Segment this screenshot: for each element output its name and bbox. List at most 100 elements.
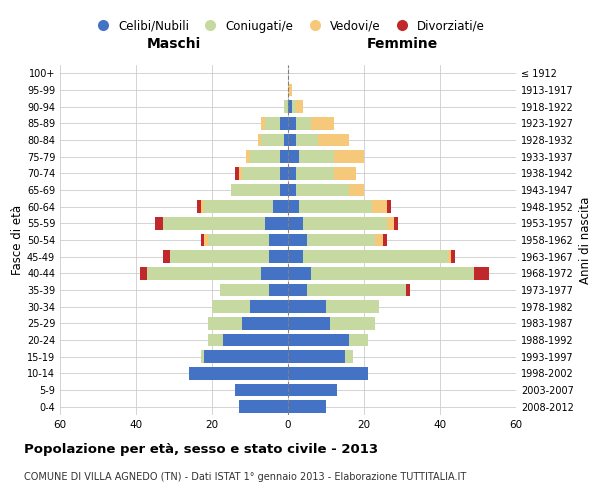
Bar bbox=[239, 167, 242, 179]
Bar bbox=[265, 117, 280, 130]
Bar bbox=[288, 184, 296, 196]
Bar bbox=[288, 317, 330, 330]
Bar bbox=[288, 367, 368, 380]
Bar bbox=[242, 167, 280, 179]
Bar bbox=[319, 134, 349, 146]
Bar bbox=[205, 200, 273, 213]
Bar bbox=[387, 217, 394, 230]
Bar bbox=[394, 217, 398, 230]
Bar bbox=[288, 100, 292, 113]
Bar bbox=[288, 284, 307, 296]
Bar bbox=[288, 200, 299, 213]
Bar bbox=[208, 234, 269, 246]
Bar bbox=[205, 234, 208, 246]
Bar bbox=[280, 167, 288, 179]
Text: Femmine: Femmine bbox=[367, 37, 437, 51]
Bar bbox=[140, 267, 148, 280]
Bar bbox=[451, 250, 455, 263]
Bar bbox=[265, 217, 288, 230]
Bar bbox=[269, 234, 288, 246]
Bar bbox=[311, 267, 474, 280]
Bar bbox=[299, 150, 334, 163]
Bar bbox=[288, 384, 337, 396]
Text: Maschi: Maschi bbox=[147, 37, 201, 51]
Bar bbox=[197, 200, 200, 213]
Bar bbox=[474, 267, 490, 280]
Text: COMUNE DI VILLA AGNEDO (TN) - Dati ISTAT 1° gennaio 2013 - Elaborazione TUTTITAL: COMUNE DI VILLA AGNEDO (TN) - Dati ISTAT… bbox=[24, 472, 466, 482]
Bar bbox=[288, 267, 311, 280]
Bar bbox=[208, 317, 242, 330]
Bar bbox=[220, 284, 269, 296]
Bar bbox=[155, 217, 163, 230]
Bar bbox=[269, 284, 288, 296]
Bar bbox=[349, 334, 368, 346]
Bar bbox=[200, 200, 205, 213]
Bar bbox=[280, 150, 288, 163]
Bar bbox=[257, 134, 262, 146]
Bar bbox=[273, 200, 288, 213]
Bar bbox=[387, 200, 391, 213]
Bar bbox=[262, 117, 265, 130]
Bar bbox=[163, 250, 170, 263]
Bar bbox=[296, 100, 303, 113]
Bar bbox=[189, 367, 288, 380]
Bar bbox=[288, 334, 349, 346]
Bar bbox=[376, 234, 383, 246]
Bar bbox=[262, 267, 288, 280]
Bar bbox=[280, 184, 288, 196]
Bar bbox=[334, 150, 364, 163]
Bar bbox=[242, 317, 288, 330]
Bar bbox=[448, 250, 451, 263]
Bar bbox=[371, 200, 387, 213]
Bar bbox=[299, 200, 371, 213]
Bar bbox=[307, 284, 406, 296]
Bar bbox=[288, 250, 303, 263]
Bar bbox=[307, 234, 376, 246]
Bar bbox=[208, 334, 223, 346]
Bar bbox=[231, 184, 280, 196]
Bar bbox=[239, 400, 288, 413]
Bar bbox=[284, 100, 288, 113]
Bar bbox=[288, 400, 326, 413]
Bar bbox=[205, 350, 288, 363]
Bar bbox=[288, 134, 296, 146]
Bar bbox=[296, 117, 311, 130]
Bar bbox=[288, 350, 345, 363]
Bar bbox=[288, 167, 296, 179]
Bar bbox=[288, 117, 296, 130]
Bar bbox=[288, 84, 292, 96]
Bar bbox=[280, 117, 288, 130]
Bar bbox=[250, 300, 288, 313]
Bar bbox=[334, 167, 356, 179]
Bar bbox=[292, 100, 296, 113]
Bar bbox=[383, 234, 387, 246]
Bar bbox=[269, 250, 288, 263]
Bar bbox=[303, 217, 387, 230]
Bar bbox=[345, 350, 353, 363]
Text: Popolazione per età, sesso e stato civile - 2013: Popolazione per età, sesso e stato civil… bbox=[24, 442, 378, 456]
Bar bbox=[311, 117, 334, 130]
Bar bbox=[200, 234, 205, 246]
Bar bbox=[288, 234, 307, 246]
Bar bbox=[284, 134, 288, 146]
Bar bbox=[246, 150, 250, 163]
Bar bbox=[330, 317, 376, 330]
Y-axis label: Fasce di età: Fasce di età bbox=[11, 205, 24, 275]
Bar bbox=[303, 250, 448, 263]
Bar bbox=[170, 250, 269, 263]
Bar bbox=[250, 150, 280, 163]
Bar bbox=[326, 300, 379, 313]
Bar bbox=[262, 134, 284, 146]
Bar bbox=[200, 350, 205, 363]
Bar bbox=[235, 384, 288, 396]
Bar bbox=[296, 167, 334, 179]
Y-axis label: Anni di nascita: Anni di nascita bbox=[579, 196, 592, 284]
Legend: Celibi/Nubili, Coniugati/e, Vedovi/e, Divorziati/e: Celibi/Nubili, Coniugati/e, Vedovi/e, Di… bbox=[86, 15, 490, 38]
Bar bbox=[296, 184, 349, 196]
Bar bbox=[296, 134, 319, 146]
Bar bbox=[288, 150, 299, 163]
Bar bbox=[288, 300, 326, 313]
Bar bbox=[148, 267, 262, 280]
Bar bbox=[223, 334, 288, 346]
Bar bbox=[288, 217, 303, 230]
